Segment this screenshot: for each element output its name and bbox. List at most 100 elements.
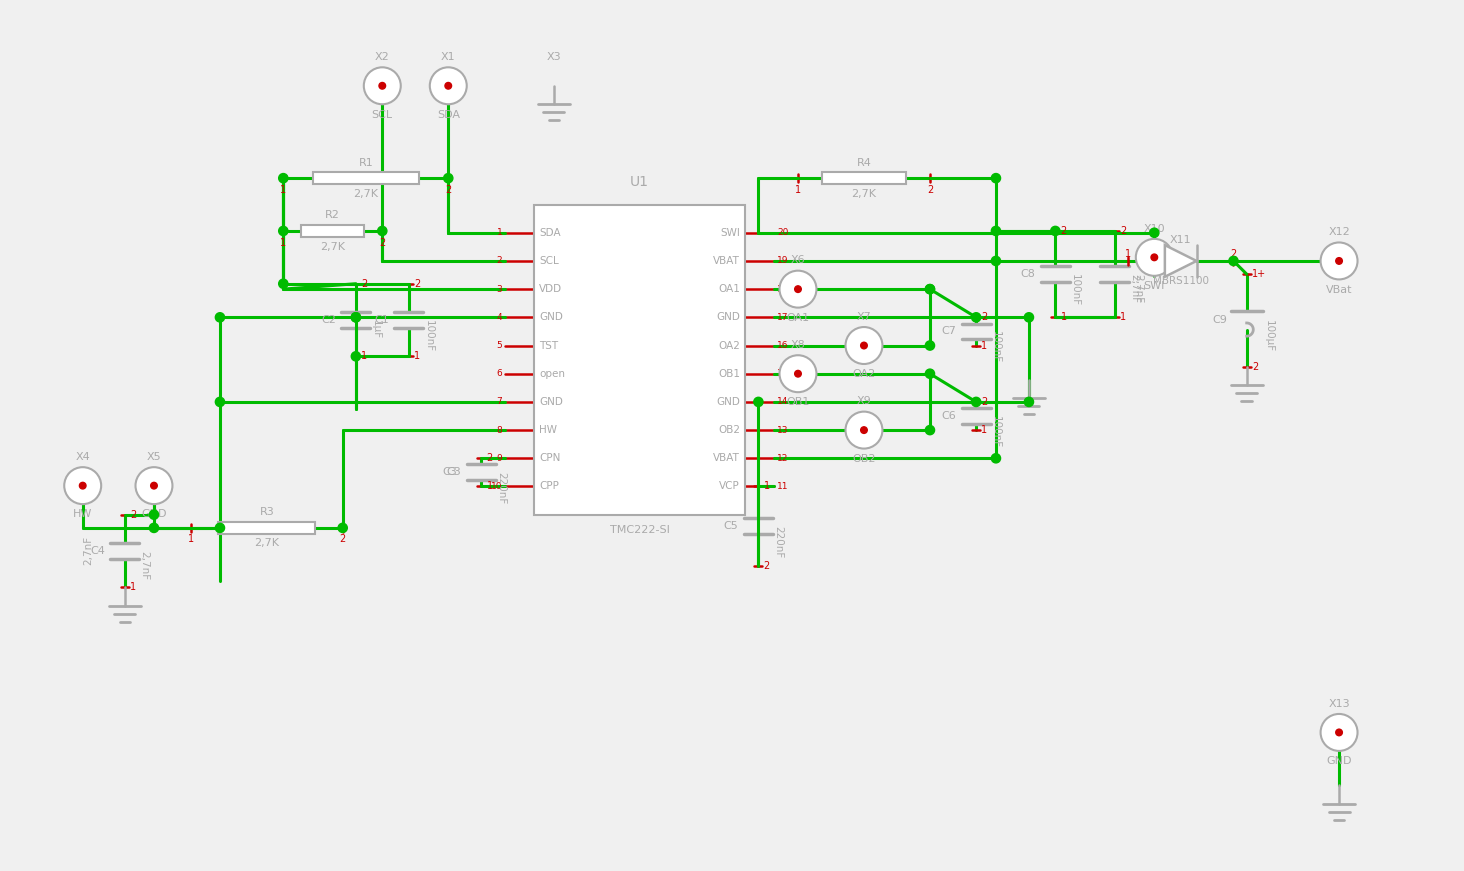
Circle shape	[149, 523, 158, 532]
Text: 2: 2	[340, 535, 346, 544]
Text: 1: 1	[981, 425, 988, 436]
Text: 1: 1	[187, 535, 195, 544]
Text: 1: 1	[764, 482, 770, 491]
Text: 1: 1	[1120, 312, 1126, 321]
Circle shape	[972, 313, 981, 322]
Text: 2,7K: 2,7K	[353, 189, 378, 199]
Text: C3: C3	[442, 468, 458, 477]
Circle shape	[991, 226, 1000, 235]
Text: 13: 13	[777, 426, 789, 435]
Text: 20: 20	[777, 228, 788, 237]
Text: 2,7K: 2,7K	[255, 538, 280, 549]
Circle shape	[278, 173, 288, 183]
Text: 7: 7	[496, 397, 502, 407]
Circle shape	[861, 427, 867, 434]
Text: 19: 19	[777, 256, 789, 266]
Circle shape	[278, 226, 288, 235]
Text: C5: C5	[723, 521, 739, 531]
Text: GND: GND	[716, 313, 739, 322]
Circle shape	[991, 173, 1000, 183]
Text: 1: 1	[414, 351, 420, 361]
Text: C1: C1	[375, 315, 389, 325]
Text: 2: 2	[981, 313, 988, 322]
Text: 100nF: 100nF	[991, 332, 1001, 363]
Circle shape	[215, 523, 224, 532]
Circle shape	[351, 352, 360, 361]
Text: HW: HW	[73, 510, 92, 519]
Circle shape	[846, 412, 883, 449]
Circle shape	[1149, 228, 1159, 238]
Circle shape	[754, 397, 763, 407]
Text: MBRS1100: MBRS1100	[1152, 276, 1209, 286]
Text: 2,7K: 2,7K	[852, 189, 877, 199]
Circle shape	[1228, 256, 1239, 266]
Circle shape	[136, 467, 173, 504]
Circle shape	[1136, 239, 1173, 276]
Text: 4: 4	[496, 313, 502, 321]
Text: TMC222-SI: TMC222-SI	[609, 525, 669, 536]
Text: X6: X6	[791, 255, 805, 266]
Circle shape	[1151, 254, 1158, 260]
Text: C8: C8	[1020, 269, 1035, 279]
Text: 2: 2	[414, 279, 420, 288]
Text: VCP: VCP	[719, 482, 739, 491]
Text: 2: 2	[927, 185, 933, 195]
Text: 2,7nF: 2,7nF	[1130, 273, 1139, 303]
Text: 2: 2	[1252, 361, 1258, 372]
Text: X13: X13	[1328, 699, 1350, 709]
Text: 15: 15	[777, 369, 789, 378]
Circle shape	[64, 467, 101, 504]
Text: R1: R1	[359, 158, 373, 167]
Text: 100nF: 100nF	[1070, 273, 1080, 306]
Bar	[302, 225, 365, 237]
Text: 2: 2	[379, 238, 385, 247]
Text: SWI: SWI	[720, 227, 739, 238]
Text: 5: 5	[496, 341, 502, 350]
Text: 1: 1	[280, 185, 287, 195]
Circle shape	[430, 67, 467, 105]
Text: X3: X3	[546, 52, 561, 62]
Text: OA2: OA2	[852, 369, 875, 379]
Circle shape	[861, 342, 867, 348]
Text: 2,7nF: 2,7nF	[139, 551, 149, 580]
Text: VDD: VDD	[539, 284, 562, 294]
Circle shape	[149, 510, 158, 519]
Text: SDA: SDA	[539, 227, 561, 238]
Text: R2: R2	[325, 211, 340, 220]
Circle shape	[925, 341, 934, 350]
Text: R4: R4	[856, 158, 871, 167]
Text: 18: 18	[777, 285, 789, 294]
Text: VBAT: VBAT	[713, 453, 739, 463]
Circle shape	[151, 483, 157, 489]
Text: 2: 2	[1060, 226, 1067, 236]
Text: 17: 17	[777, 313, 789, 321]
Text: GND: GND	[1326, 756, 1351, 766]
Text: 1: 1	[486, 482, 493, 491]
Bar	[534, 205, 745, 515]
Circle shape	[338, 523, 347, 532]
Circle shape	[1321, 714, 1357, 751]
Circle shape	[445, 83, 451, 89]
Circle shape	[795, 370, 801, 377]
Text: 2: 2	[981, 397, 988, 407]
Text: 220nF: 220nF	[773, 526, 783, 558]
Circle shape	[795, 286, 801, 293]
Circle shape	[1335, 258, 1342, 264]
Text: X12: X12	[1328, 227, 1350, 237]
Circle shape	[365, 67, 401, 105]
Text: GND: GND	[539, 313, 564, 322]
Circle shape	[779, 355, 817, 392]
Text: 2: 2	[486, 453, 493, 463]
Text: 100nF: 100nF	[991, 416, 1001, 448]
Text: U1: U1	[630, 175, 649, 189]
Text: VBat: VBat	[1326, 285, 1353, 294]
Circle shape	[444, 173, 452, 183]
Text: 1: 1	[130, 583, 136, 592]
Circle shape	[278, 279, 288, 288]
Circle shape	[378, 226, 386, 235]
Text: X1: X1	[441, 52, 455, 62]
Text: X2: X2	[375, 52, 389, 62]
Circle shape	[1025, 397, 1034, 407]
Circle shape	[779, 271, 817, 307]
Text: TST: TST	[539, 341, 558, 350]
